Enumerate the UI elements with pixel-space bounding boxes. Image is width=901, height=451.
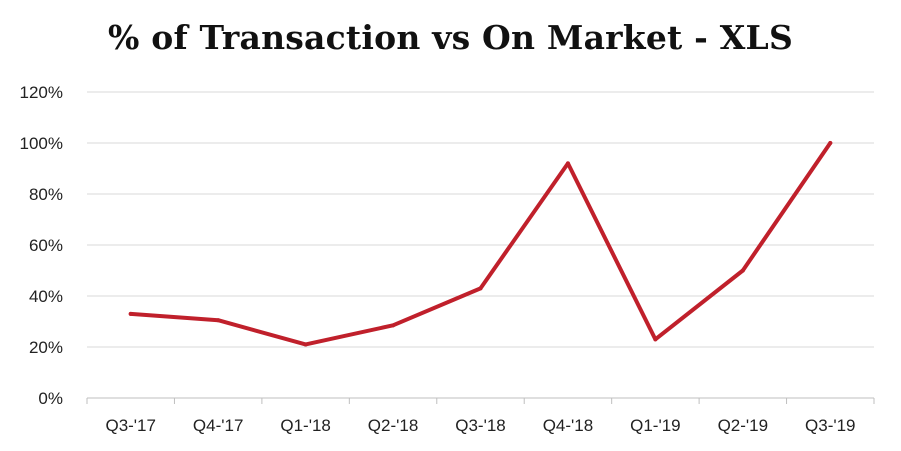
series-line-0: [128, 141, 833, 347]
x-tick-label-6: Q1-'19: [630, 416, 681, 435]
x-tick-label-1: Q4-'17: [193, 416, 244, 435]
x-tick-label-7: Q2-'19: [718, 416, 769, 435]
y-tick-label-1: 20%: [29, 338, 63, 357]
y-tick-label-0: 0%: [38, 389, 63, 408]
y-tick-label-3: 60%: [29, 236, 63, 255]
data-point-0-2: [303, 342, 308, 347]
y-tick-label-2: 40%: [29, 287, 63, 306]
data-point-0-5: [565, 161, 570, 166]
x-tick-label-3: Q2-'18: [368, 416, 419, 435]
data-point-0-3: [391, 323, 396, 328]
data-point-0-7: [740, 268, 745, 273]
data-point-0-6: [653, 337, 658, 342]
data-point-0-4: [478, 286, 483, 291]
x-tick-label-0: Q3-'17: [105, 416, 156, 435]
x-tick-label-8: Q3-'19: [805, 416, 856, 435]
x-tick-label-4: Q3-'18: [455, 416, 506, 435]
data-point-0-8: [828, 141, 833, 145]
x-tick-label-2: Q1-'18: [280, 416, 331, 435]
y-tick-label-5: 100%: [20, 134, 63, 153]
data-point-0-0: [128, 311, 133, 316]
y-tick-label-4: 80%: [29, 185, 63, 204]
y-tick-label-6: 120%: [20, 83, 63, 102]
data-point-0-1: [216, 318, 221, 323]
x-tick-label-5: Q4-'18: [543, 416, 594, 435]
chart-title: % of Transaction vs On Market - XLS: [108, 18, 793, 57]
